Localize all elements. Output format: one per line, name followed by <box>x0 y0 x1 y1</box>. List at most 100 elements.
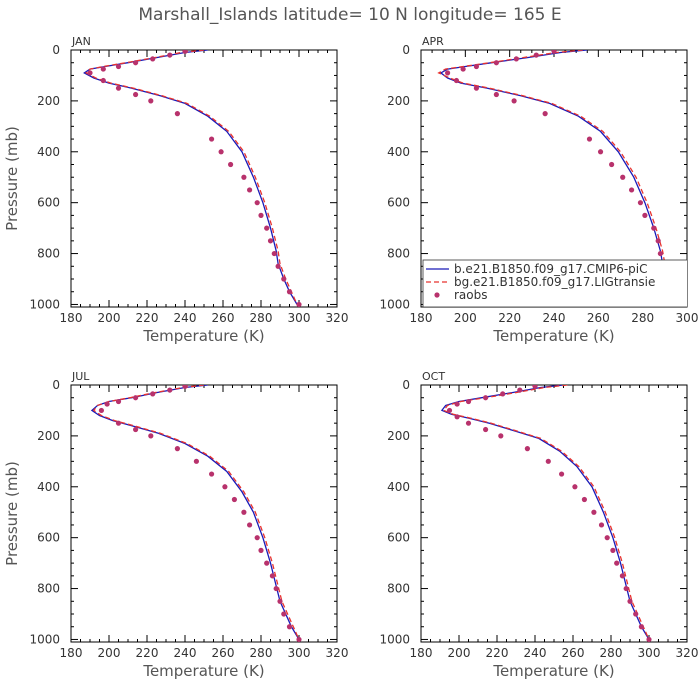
y-tick-label: 1000 <box>379 632 410 646</box>
obs-point <box>182 50 188 54</box>
y-tick-label: 400 <box>387 480 410 494</box>
x-tick-label: 300 <box>288 311 311 325</box>
legend-obs-marker <box>434 292 440 298</box>
plot-frame <box>70 384 338 643</box>
obs-point <box>241 509 247 515</box>
obs-point <box>633 611 639 617</box>
obs-point <box>586 136 593 142</box>
obs-point <box>104 401 110 407</box>
obs-point <box>483 395 489 401</box>
obs-point <box>651 225 657 231</box>
x-tick-label: 300 <box>638 646 661 660</box>
obs-point <box>445 70 451 76</box>
x-tick-label: 220 <box>136 646 159 660</box>
obs-point <box>581 496 588 503</box>
figure-title: Marshall_Islands latitude= 10 N longitud… <box>138 5 561 25</box>
obs-point <box>532 385 538 389</box>
obs-point <box>258 547 264 553</box>
obs-point <box>115 398 122 405</box>
obs-point <box>646 636 652 642</box>
obs-point <box>609 161 615 168</box>
plot-frame <box>70 49 338 308</box>
obs-point <box>148 433 154 439</box>
y-tick-label: 600 <box>37 531 60 545</box>
obs-point <box>150 391 156 397</box>
obs-point <box>493 60 499 66</box>
y-tick-label: 1000 <box>379 297 410 311</box>
obs-point <box>620 174 626 180</box>
x-tick-label: 240 <box>524 646 547 660</box>
y-tick-label: 800 <box>37 247 60 261</box>
obs-point <box>637 200 644 206</box>
panel-label: OCT <box>422 370 445 383</box>
obs-point <box>655 238 661 244</box>
obs-point <box>493 91 499 98</box>
y-tick-label: 0 <box>52 378 60 392</box>
obs-point <box>642 212 648 218</box>
obs-point <box>614 560 620 566</box>
obs-point <box>218 149 224 155</box>
obs-point <box>517 387 523 393</box>
obs-point <box>87 70 93 76</box>
x-tick-label: 320 <box>676 646 699 660</box>
obs-point <box>619 573 626 579</box>
obs-point <box>500 391 506 397</box>
obs-point <box>275 263 281 269</box>
x-axis-title: Temperature (K) <box>142 327 264 345</box>
legend: b.e21.B1850.f09_g17.CMIP6-piCbg.e21.B185… <box>422 259 687 307</box>
obs-point <box>454 414 460 420</box>
y-tick-label: 200 <box>37 429 60 443</box>
obs-point <box>286 289 293 295</box>
y-tick-label: 1000 <box>29 632 60 646</box>
obs-point <box>296 636 302 642</box>
obs-point <box>623 585 629 592</box>
obs-point <box>264 225 270 231</box>
obs-point <box>524 446 531 452</box>
x-tick-label: 320 <box>326 646 349 660</box>
panel-jul: JUL 180 200 220 240 260 280 300 320 0 200 400 600 800… <box>3 370 348 680</box>
y-tick-label: 400 <box>387 145 410 159</box>
obs-point <box>533 52 539 58</box>
legend-box <box>422 259 687 307</box>
obs-point <box>610 547 616 553</box>
x-axis-title: Temperature (K) <box>492 327 614 345</box>
obs-point <box>591 509 597 515</box>
obs-point <box>174 111 180 117</box>
y-tick-label: 0 <box>52 43 60 57</box>
y-tick-label: 600 <box>387 531 410 545</box>
x-tick-label: 320 <box>326 311 349 325</box>
obs-point <box>133 60 139 66</box>
x-tick-label: 300 <box>676 311 699 325</box>
obs-point <box>100 66 106 72</box>
obs-point <box>150 56 156 62</box>
series-group <box>83 50 302 307</box>
obs-point <box>446 407 453 414</box>
panels: JAN 180 200 220 240 260 280 300 320 0 200 400 600 800… <box>3 35 698 680</box>
x-axis-title: Temperature (K) <box>492 662 614 680</box>
x-tick-label: 240 <box>174 311 197 325</box>
model2-line <box>85 50 298 305</box>
obs-point <box>296 301 302 307</box>
y-tick-label: 0 <box>402 43 410 57</box>
y-tick-label: 600 <box>387 196 410 210</box>
x-tick-label: 280 <box>250 646 273 660</box>
series-group <box>90 385 302 642</box>
obs-point <box>115 63 122 70</box>
obs-point <box>167 387 173 393</box>
x-tick-label: 220 <box>486 646 509 660</box>
y-tick-label: 200 <box>387 94 410 108</box>
legend-entry: bg.e21.B1850.f09_g17.LIGtransie <box>454 275 655 289</box>
obs-point <box>167 52 173 58</box>
obs-point <box>241 174 247 180</box>
obs-point <box>286 624 293 630</box>
x-tick-label: 300 <box>288 646 311 660</box>
legend-entry: raobs <box>454 288 488 302</box>
obs-point <box>269 573 275 579</box>
legend-entry: b.e21.B1850.f09_g17.CMIP6-piC <box>454 262 647 276</box>
series-group <box>440 385 652 642</box>
obs-point <box>273 585 279 592</box>
obs-point <box>228 161 234 168</box>
obs-point <box>465 420 472 426</box>
obs-point <box>597 149 604 155</box>
obs-point <box>115 85 122 91</box>
